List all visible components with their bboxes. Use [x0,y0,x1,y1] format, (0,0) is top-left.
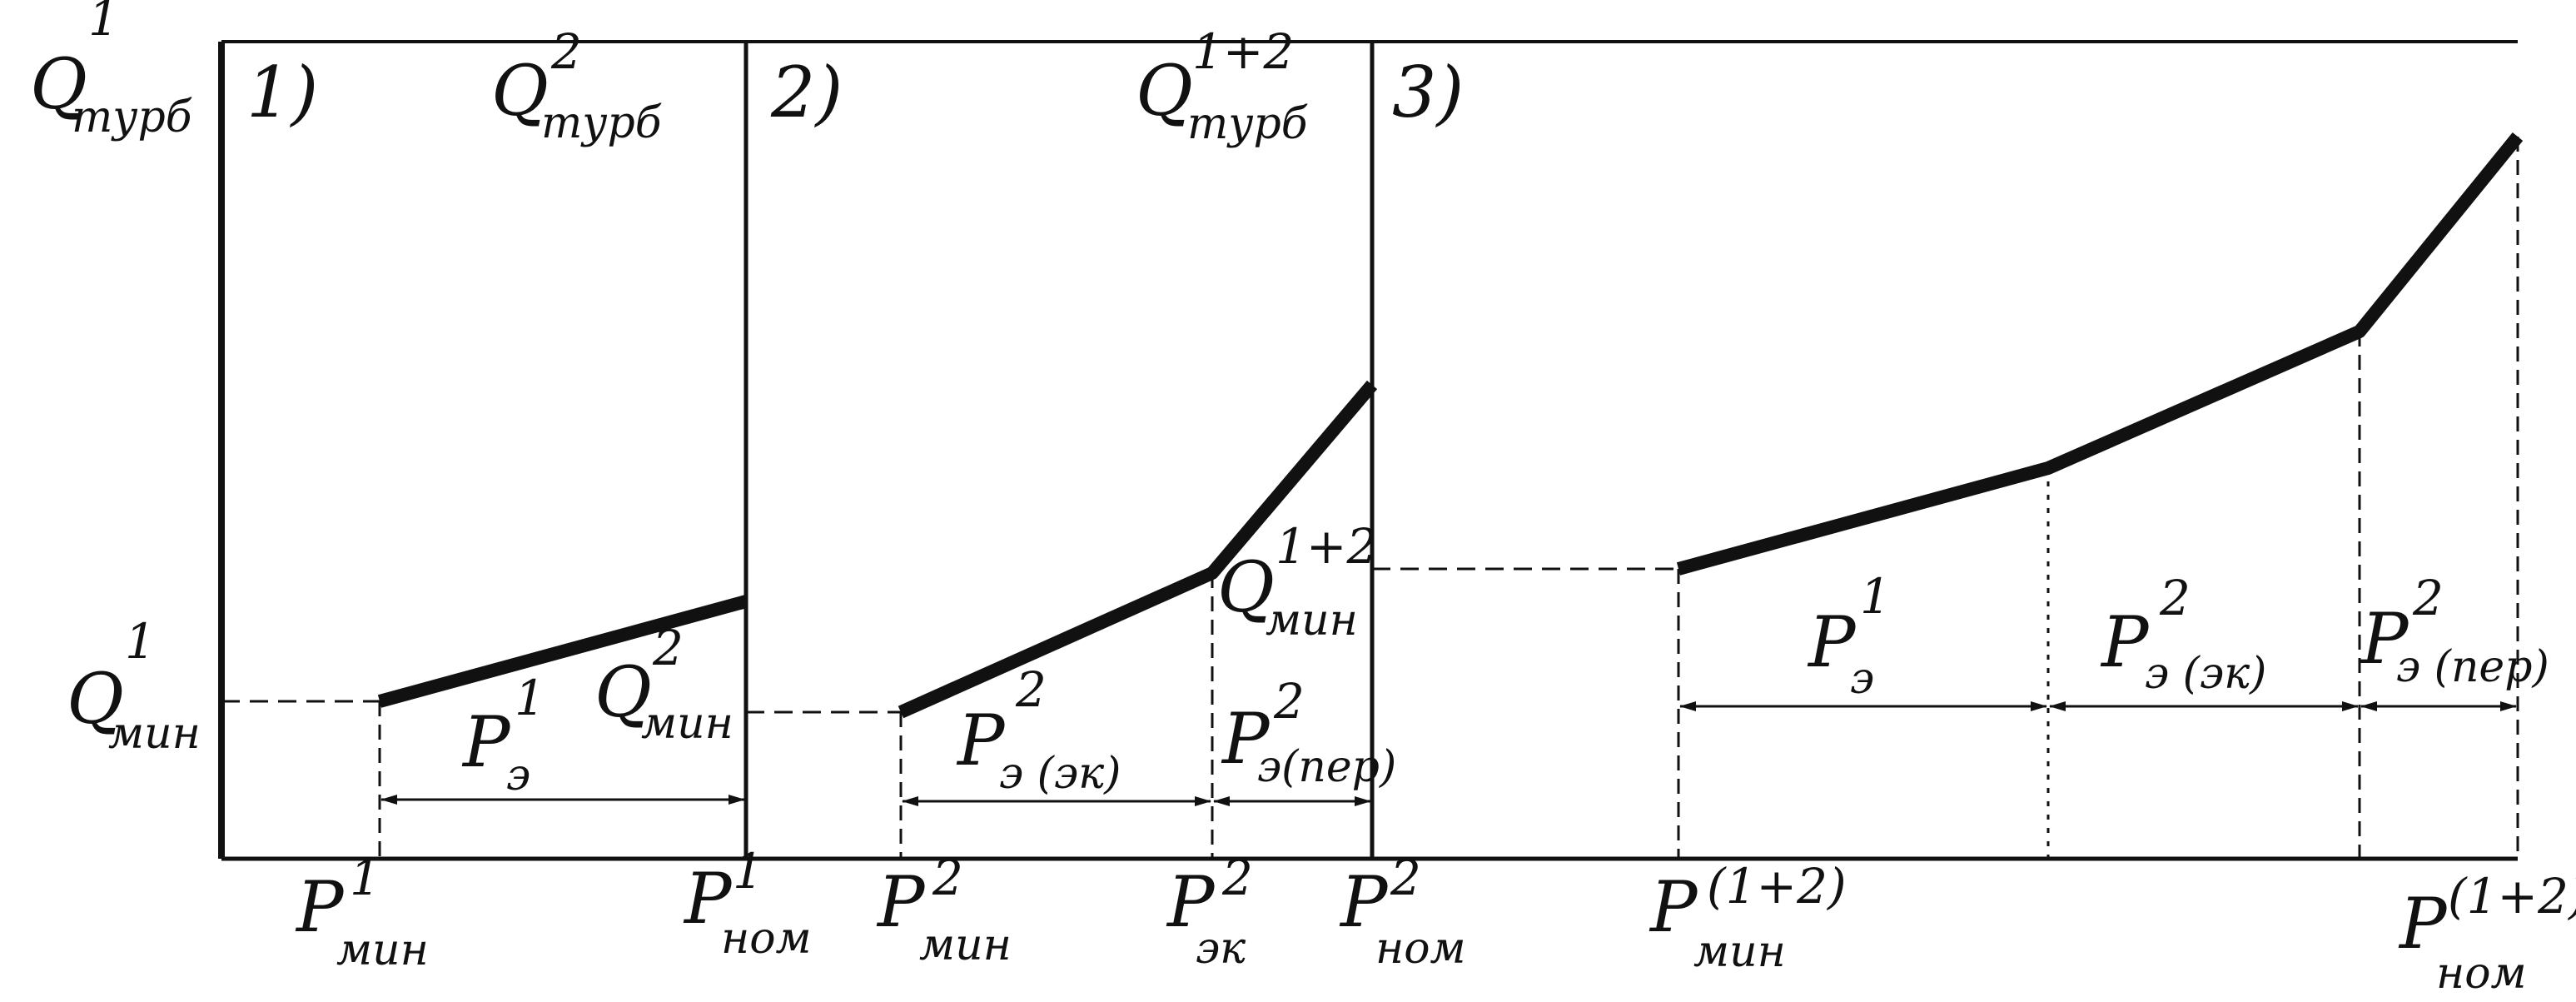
diagram-frame [218,40,2518,861]
x-label-p2-nom: P 2 ном [1339,850,1466,974]
panel-3: 3) P 1 э P 2 э (эк) P 2 э (пер) [1372,52,2549,859]
panel-2-characteristic-curve [898,380,1378,719]
panel-1-qmin-label: Q 2 мин [594,620,734,749]
x-label-p12-min: P (1+2) мин [1649,858,1851,977]
panel-1-curve-label: Q 2 турб [491,23,662,148]
panel-2-curve-label: Q 1+2 турб [1136,23,1308,149]
x-label-p2-min: P 2 мин [876,850,1012,970]
panel-2: 2) Q 1+2 турб P 2 э (эк) P 2 э(пер) Q 1+… [746,23,1396,859]
panel-3-number: 3) [1392,52,1464,133]
x-label-p1-nom: P 1 ном [683,843,812,964]
panel-2-number: 2) [770,52,843,133]
panel-2-qmin-label: Q 1+2 мин [1217,518,1382,646]
y-axis-label-q-min: Q 1 мин [67,613,201,759]
panel-2-segment-label-per: P 2 э(пер) [1221,673,1396,792]
panel-2-segment-label-ek: P 2 э (эк) [956,661,1121,799]
y-axis-label-q-turb: Q 1 турб [30,0,192,142]
x-label-p12-nom: P (1+2) ном [2398,868,2576,999]
panel-3-characteristic-curve [1676,132,2524,576]
panel-1-number: 1) [246,52,318,133]
panel-1: 1) Q 2 турб P 1 э Q 2 мин [221,23,748,859]
x-label-p1-min: P 1 мин [295,850,429,975]
panel-3-segment-label-1: P 1 э [1807,568,1895,704]
x-label-p2-ek: P 2 эк [1166,850,1257,974]
panel-3-segment-label-3: P 2 э (пер) [2360,570,2549,692]
x-axis-labels: P 1 мин P 1 ном P 2 мин P 2 эк P 2 ном P… [295,843,2576,999]
panel-1-characteristic-curve [377,595,748,708]
panel-1-segment-label: P 1 э [461,670,550,800]
panel-3-segment-label-2: P 2 э (эк) [2100,570,2266,699]
